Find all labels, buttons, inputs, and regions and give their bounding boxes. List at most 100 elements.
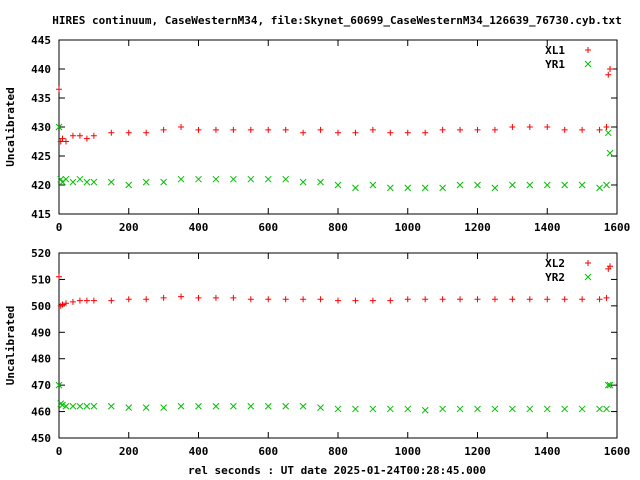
point <box>606 149 614 157</box>
legend-label: YR1 <box>545 58 565 71</box>
point <box>317 404 324 411</box>
point <box>195 126 202 133</box>
point <box>404 184 412 192</box>
point <box>386 184 394 192</box>
point <box>247 175 255 183</box>
point <box>352 297 359 304</box>
x-tick-label: 1400 <box>534 221 561 234</box>
point <box>543 405 551 413</box>
x-tick-label: 1200 <box>464 221 491 234</box>
y-tick-label: 450 <box>31 432 51 445</box>
point <box>56 273 62 280</box>
point <box>83 135 90 142</box>
point <box>352 129 359 136</box>
point <box>422 296 429 303</box>
y-tick-label: 440 <box>31 63 51 76</box>
point <box>603 124 610 130</box>
series-XL1 <box>56 66 614 145</box>
point <box>300 296 307 303</box>
x-tick-label: 0 <box>56 445 63 458</box>
bottom-panel-y-axis-label: Uncalibrated <box>4 306 17 385</box>
point <box>369 297 376 304</box>
y-tick-label: 430 <box>31 121 51 134</box>
point <box>607 263 614 270</box>
x-tick-label: 0 <box>56 221 63 234</box>
point <box>83 297 90 304</box>
point <box>230 175 237 183</box>
point <box>108 129 115 136</box>
point <box>69 298 76 305</box>
point <box>230 126 237 133</box>
point <box>404 129 411 136</box>
point <box>90 178 98 186</box>
point <box>143 296 150 303</box>
point <box>299 402 307 410</box>
point <box>212 402 220 410</box>
y-tick-label: 460 <box>31 406 51 419</box>
point <box>509 181 516 189</box>
point <box>212 175 220 183</box>
point <box>247 296 254 303</box>
point <box>282 175 290 183</box>
point <box>335 297 341 304</box>
point <box>177 402 185 410</box>
point <box>90 132 97 139</box>
point <box>265 296 272 303</box>
series-YR2 <box>55 381 614 414</box>
point <box>603 181 610 189</box>
point <box>108 297 115 304</box>
point <box>561 405 569 413</box>
y-tick-label: 445 <box>31 34 51 47</box>
top-panel: 415 420 425 430 435 440 445 0 200 400 600 800 1000 1… <box>4 34 630 234</box>
point <box>491 184 499 192</box>
point <box>334 181 342 189</box>
point <box>62 175 70 183</box>
top-panel-y-axis: 415 420 425 430 435 440 445 <box>31 34 617 221</box>
point <box>59 301 66 308</box>
x-tick-label: 600 <box>258 445 278 458</box>
point <box>212 294 219 301</box>
point <box>160 404 167 411</box>
y-tick-label: 435 <box>31 92 51 105</box>
bottom-panel-y-axis: 450 460 470 480 490 500 510 520 <box>31 247 617 445</box>
point <box>178 293 185 300</box>
x-tick-label: 200 <box>119 221 139 234</box>
point <box>142 404 150 411</box>
point <box>76 175 84 183</box>
point <box>457 296 464 303</box>
legend-marker <box>585 260 591 266</box>
point <box>62 300 69 307</box>
x-tick-label: 1400 <box>534 445 561 458</box>
legend-marker <box>585 47 591 53</box>
point <box>509 296 516 303</box>
point <box>578 181 586 189</box>
point <box>607 66 614 72</box>
y-tick-label: 415 <box>31 208 51 221</box>
bottom-panel-points <box>55 263 614 414</box>
x-tick-label: 1600 <box>604 221 631 234</box>
y-tick-label: 420 <box>31 179 51 192</box>
point <box>83 178 91 186</box>
point <box>603 405 610 413</box>
point <box>282 296 289 303</box>
y-tick-label: 480 <box>31 353 51 366</box>
point <box>605 71 612 78</box>
point <box>83 402 91 410</box>
point <box>526 296 533 303</box>
point <box>69 178 77 186</box>
x-tick-label: 1600 <box>604 445 631 458</box>
point <box>474 126 481 133</box>
point <box>386 405 394 413</box>
point <box>195 175 202 183</box>
legend-marker <box>584 273 592 281</box>
point <box>317 178 324 186</box>
point <box>439 184 446 192</box>
point <box>439 405 446 413</box>
y-tick-label: 500 <box>31 300 51 313</box>
point <box>107 402 115 410</box>
point <box>177 175 185 183</box>
top-panel-frame <box>58 39 618 215</box>
point <box>604 129 612 137</box>
series-YR1 <box>55 123 614 192</box>
